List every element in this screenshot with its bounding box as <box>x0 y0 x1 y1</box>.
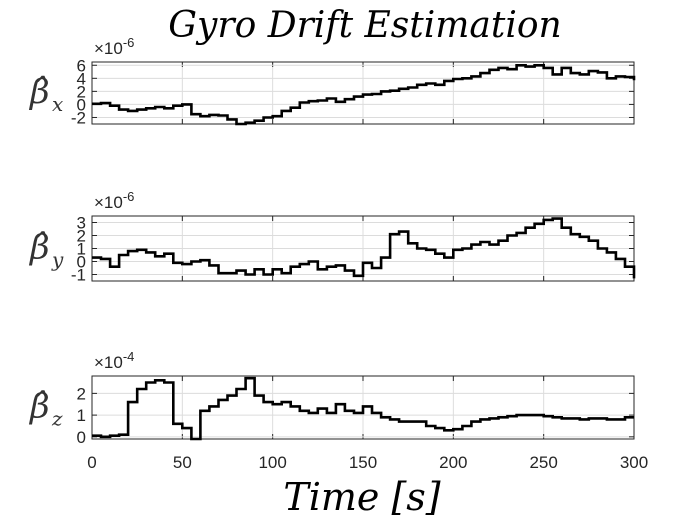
x-tick-label: 150 <box>349 453 377 472</box>
x-tick-label: 100 <box>258 453 286 472</box>
y-tick-label: 1 <box>77 406 86 425</box>
y-tick-label: 3 <box>77 214 86 233</box>
y-exponent-label: ×10-6 <box>94 35 134 58</box>
y-axis-label: β̂ <box>28 72 50 112</box>
y-tick-label: 2 <box>77 384 86 403</box>
x-tick-label: 250 <box>529 453 557 472</box>
y-tick-label: 6 <box>77 56 86 75</box>
x-tick-label: 300 <box>620 453 648 472</box>
y-axis-label: β̂ <box>28 387 50 427</box>
y-exponent-value: -6 <box>123 189 135 204</box>
y-tick-label: 2 <box>77 82 86 101</box>
x-tick-label: 50 <box>173 453 192 472</box>
y-exponent-value: -4 <box>123 349 135 364</box>
panel-2: 0 50 100 150 200 250 300 0 1 2 ×10-4 β̂ z <box>28 349 648 472</box>
x-axis-label: Time [s] <box>283 475 440 519</box>
plot-frame <box>91 215 635 282</box>
y-exponent-label: ×10-6 <box>94 189 134 212</box>
y-exponent-value: -6 <box>123 35 135 50</box>
x-tick-label: 200 <box>439 453 467 472</box>
y-tick-label: 0 <box>77 253 86 272</box>
plot-frame <box>91 375 635 440</box>
series-line-2-0 <box>92 376 634 441</box>
y-tick-label: 0 <box>77 95 86 114</box>
y-axis-label-subscript: x <box>52 92 63 116</box>
y-tick-label: -1 <box>71 266 86 285</box>
plot-frame <box>91 61 635 125</box>
y-tick-label: 1 <box>77 240 86 259</box>
y-tick-label: 0 <box>77 428 86 447</box>
y-axis-label-subscript: y <box>51 248 64 272</box>
chart-title: Gyro Drift Estimation <box>168 5 561 46</box>
y-tick-label: 4 <box>77 69 86 88</box>
series-line-1-0 <box>92 217 636 279</box>
y-axis-label: β̂ <box>28 228 50 268</box>
y-exponent-label: ×10-4 <box>94 349 134 372</box>
series-line-0-0 <box>92 64 636 126</box>
y-axis-label-subscript: z <box>51 407 63 431</box>
y-tick-label: 2 <box>77 227 86 246</box>
x-tick-label: 0 <box>87 453 96 472</box>
y-tick-label: -2 <box>71 108 86 127</box>
